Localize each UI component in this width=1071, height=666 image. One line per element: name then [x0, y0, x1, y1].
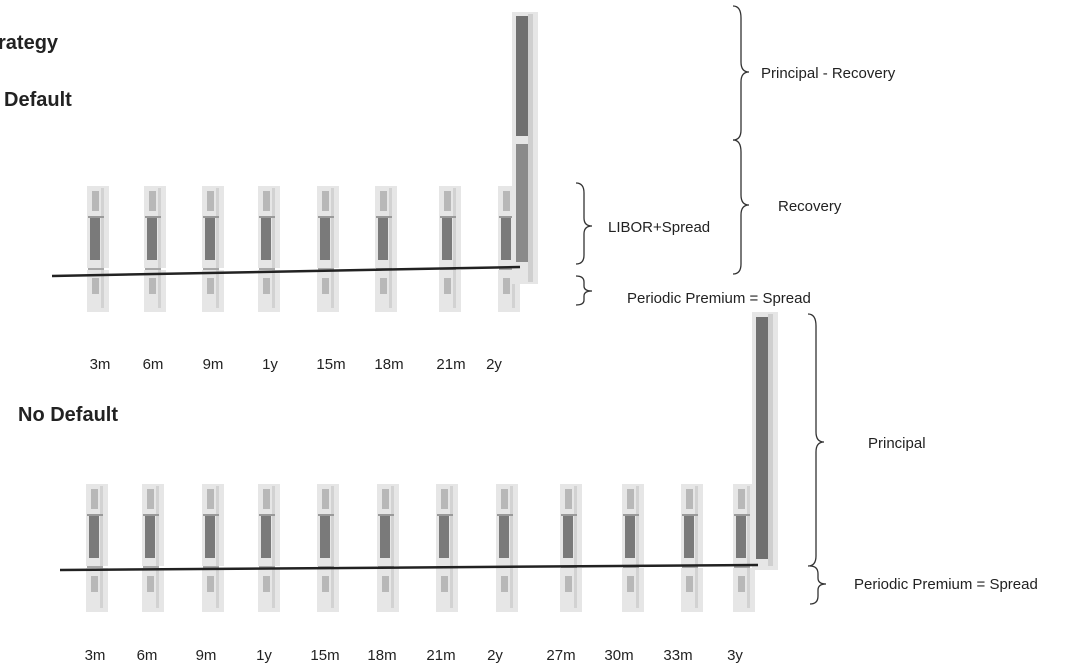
brace-principal	[807, 313, 825, 567]
no-default-bar-3y	[733, 484, 755, 612]
tick-label: 18m	[374, 356, 403, 373]
brace-recovery	[732, 139, 750, 275]
no-default-bar-1y	[258, 484, 280, 612]
tick-label: 30m	[604, 647, 633, 664]
no-default-bar-6m	[142, 484, 164, 612]
tick-label: 33m	[663, 647, 692, 664]
tick-label: 21m	[436, 356, 465, 373]
brace-periodic-premium	[575, 275, 593, 306]
brace-principal-recovery	[732, 5, 750, 141]
tick-label: 3m	[85, 647, 106, 664]
no-default-period-ticks: 3m 6m 9m 1y 15m 18m 21m 2y 27m 30m 33m 3…	[85, 647, 744, 664]
no-default-bar-33m	[681, 484, 703, 612]
default-scenario: 3m 6m 9m 1y 15m 18m 21m 2y Principal - R…	[51, 5, 896, 373]
tick-label: 9m	[196, 647, 217, 664]
default-bar-1y	[258, 186, 280, 312]
label-periodic-premium-no-default: Periodic Premium = Spread	[854, 576, 1038, 593]
tick-label: 1y	[256, 647, 272, 664]
no-default-premium-line	[59, 563, 759, 572]
default-bar-15m	[317, 186, 339, 312]
tick-label: 3m	[90, 356, 111, 373]
default-premium-line	[51, 265, 521, 278]
tick-label: 15m	[310, 647, 339, 664]
default-period-ticks: 3m 6m 9m 1y 15m 18m 21m 2y	[90, 356, 503, 373]
tick-label: 9m	[203, 356, 224, 373]
default-bar-9m	[202, 186, 224, 312]
no-default-bar-30m	[622, 484, 644, 612]
tick-label: 1y	[262, 356, 278, 373]
label-recovery: Recovery	[778, 198, 842, 215]
principal-payment-bar	[752, 312, 778, 570]
label-libor-spread: LIBOR+Spread	[608, 219, 710, 236]
label-principal-recovery: Principal - Recovery	[761, 65, 896, 82]
no-default-scenario: 3m 6m 9m 1y 15m 18m 21m 2y 27m 30m 33m 3…	[59, 312, 1038, 664]
label-periodic-premium-default: Periodic Premium = Spread	[627, 290, 811, 307]
no-default-bar-2y	[496, 484, 518, 612]
no-default-bars	[86, 484, 755, 612]
no-default-bar-21m	[436, 484, 458, 612]
tick-label: 6m	[143, 356, 164, 373]
heading-strategy: rategy	[0, 32, 59, 54]
no-default-bar-18m	[377, 484, 399, 612]
default-payment-bar	[512, 12, 538, 284]
tick-label: 2y	[487, 647, 503, 664]
tick-label: 27m	[546, 647, 575, 664]
no-default-bar-9m	[202, 484, 224, 612]
no-default-bar-27m	[560, 484, 582, 612]
label-principal: Principal	[868, 435, 926, 452]
tick-label: 15m	[316, 356, 345, 373]
no-default-bar-3m	[86, 484, 108, 612]
tick-label: 2y	[486, 356, 502, 373]
brace-libor-spread	[575, 182, 593, 265]
tick-label: 3y	[727, 647, 743, 664]
default-bars	[87, 186, 520, 312]
default-bar-3m	[87, 186, 109, 312]
default-bar-6m	[144, 186, 166, 312]
heading-default: Default	[4, 89, 72, 111]
brace-periodic-premium-no-default	[809, 565, 827, 605]
tick-label: 6m	[137, 647, 158, 664]
tick-label: 21m	[426, 647, 455, 664]
default-bar-18m	[375, 186, 397, 312]
tick-label: 18m	[367, 647, 396, 664]
heading-no-default: No Default	[18, 404, 118, 426]
default-bar-21m	[439, 186, 461, 312]
no-default-bar-15m	[317, 484, 339, 612]
